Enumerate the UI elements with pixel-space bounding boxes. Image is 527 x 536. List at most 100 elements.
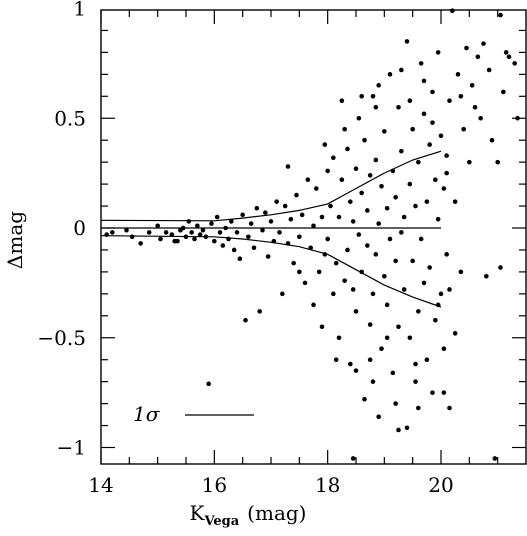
data-point <box>418 236 424 242</box>
x-axis-label: KVega (mag) <box>190 501 307 529</box>
data-point <box>512 61 517 66</box>
data-point <box>319 214 325 220</box>
data-point <box>316 269 322 275</box>
data-point <box>399 67 404 73</box>
data-point <box>444 252 449 257</box>
data-point <box>319 324 325 330</box>
data-point <box>246 234 251 240</box>
data-point <box>212 238 217 244</box>
y-tick-label: 0 <box>73 216 86 240</box>
data-point <box>447 287 452 292</box>
data-point <box>231 247 237 253</box>
data-point <box>163 230 169 235</box>
data-point <box>441 346 447 352</box>
data-point <box>175 238 180 244</box>
data-point <box>367 357 373 363</box>
data-point <box>370 379 376 384</box>
data-point <box>433 177 438 183</box>
data-point <box>200 227 206 233</box>
data-point <box>260 227 265 233</box>
data-point <box>435 50 441 55</box>
data-point <box>359 190 364 196</box>
data-point <box>399 148 404 154</box>
data-point <box>251 245 257 251</box>
data-point <box>138 241 143 246</box>
data-point <box>348 361 353 367</box>
data-point <box>370 291 376 297</box>
data-point <box>206 381 211 387</box>
data-point <box>350 287 356 292</box>
data-point <box>416 405 421 411</box>
data-point <box>285 164 291 169</box>
data-point <box>328 203 333 209</box>
data-point <box>336 335 342 341</box>
data-point <box>401 287 407 292</box>
data-point <box>280 291 285 297</box>
data-point <box>410 126 415 132</box>
data-point <box>209 221 214 226</box>
data-point <box>379 346 384 352</box>
data-point <box>186 219 192 224</box>
data-point <box>384 335 390 341</box>
data-point <box>382 129 387 134</box>
data-point <box>475 54 481 60</box>
data-point <box>277 230 282 235</box>
data-point <box>331 291 336 297</box>
legend-label: 1σ <box>133 402 161 426</box>
sigma-curve-upper <box>100 150 442 222</box>
data-point <box>492 456 498 461</box>
data-point <box>421 78 427 84</box>
data-point <box>433 317 438 323</box>
data-point <box>339 177 345 183</box>
data-point <box>288 216 294 222</box>
data-point <box>362 396 367 402</box>
data-point <box>503 50 509 55</box>
data-point <box>404 39 410 44</box>
data-point <box>435 216 441 222</box>
data-point <box>311 223 316 229</box>
data-point <box>416 159 421 165</box>
data-point <box>265 254 271 259</box>
data-point <box>195 223 200 229</box>
data-point <box>413 361 418 367</box>
data-point <box>452 331 458 336</box>
data-point <box>424 199 430 204</box>
data-point <box>274 199 279 204</box>
data-point <box>155 223 160 229</box>
data-point <box>424 357 430 363</box>
data-point <box>421 111 427 117</box>
data-point <box>356 115 362 121</box>
data-point <box>282 203 288 209</box>
data-point <box>353 309 359 314</box>
x-axis-label-unit: (mag) <box>247 501 306 525</box>
y-tick-label: 0.5 <box>54 106 86 130</box>
axis-ticks <box>100 10 526 464</box>
data-point <box>379 183 384 189</box>
data-point <box>441 390 447 395</box>
x-axis-label-main: K <box>190 501 206 525</box>
data-point <box>325 168 330 174</box>
data-point <box>447 98 452 103</box>
data-point <box>384 302 390 308</box>
data-point <box>407 98 413 103</box>
data-point <box>297 234 302 240</box>
data-point <box>410 258 415 264</box>
data-point <box>345 247 350 253</box>
data-point <box>478 115 483 121</box>
data-point <box>220 243 226 248</box>
data-point <box>401 214 407 220</box>
data-point <box>294 192 299 198</box>
x-tick-label: 16 <box>202 473 227 497</box>
data-point <box>393 194 398 200</box>
data-point <box>339 98 345 103</box>
data-point <box>387 72 393 77</box>
data-point <box>399 230 404 235</box>
data-point <box>229 219 234 224</box>
data-point <box>438 133 444 139</box>
x-tick-label: 20 <box>428 473 453 497</box>
data-point <box>373 104 379 110</box>
data-point <box>234 230 240 235</box>
data-point <box>481 41 486 46</box>
data-point <box>430 390 435 395</box>
